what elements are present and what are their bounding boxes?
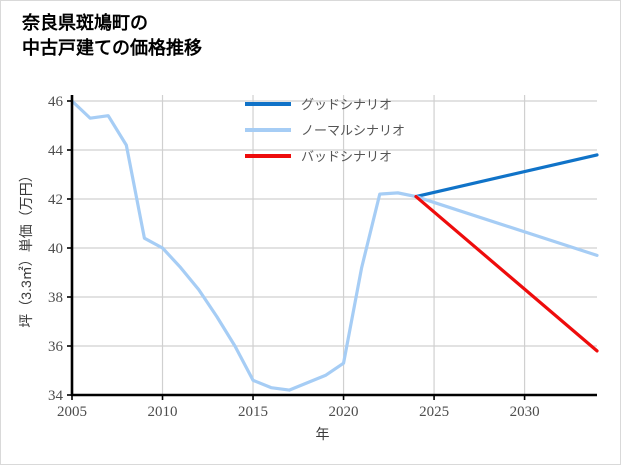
legend-label-ノーマルシナリオ: ノーマルシナリオ [301,123,405,138]
series-line-バッドシナリオ [414,194,599,353]
axes [70,95,597,397]
x-tick-label: 2025 [419,404,449,420]
series-line-グッドシナリオ [414,153,599,199]
x-tick-label: 2030 [510,404,540,420]
x-tick-label: 2015 [238,404,268,420]
y-tick-label: 40 [48,241,63,257]
x-axis-ticks: 2005 2010 2015 2020 2025 2030 [57,395,540,420]
y-tick-label: 42 [48,192,63,208]
x-tick-label: 2005 [57,404,87,420]
y-tick-label: 38 [48,290,63,306]
x-axis-title: 年 [316,426,330,442]
x-tick-label: 2010 [148,404,178,420]
legend-label-グッドシナリオ: グッドシナリオ [301,97,392,112]
x-tick-label: 2020 [329,404,359,420]
y-tick-label: 34 [48,388,64,404]
y-tick-label: 36 [48,339,64,355]
series-group [70,99,599,392]
series-line-ノーマルシナリオ [70,99,599,392]
gridlines [71,95,597,396]
y-tick-label: 46 [48,94,64,110]
chart-title: 奈良県斑鳩町の 中古戸建ての価格推移 [22,13,202,58]
y-axis-title: 坪（3.3㎡）単価（万円） [18,168,34,327]
y-tick-label: 44 [48,143,64,159]
legend-label-バッドシナリオ: バッドシナリオ [301,149,392,164]
y-axis-ticks: 34 36 38 40 42 44 46 [48,94,72,404]
